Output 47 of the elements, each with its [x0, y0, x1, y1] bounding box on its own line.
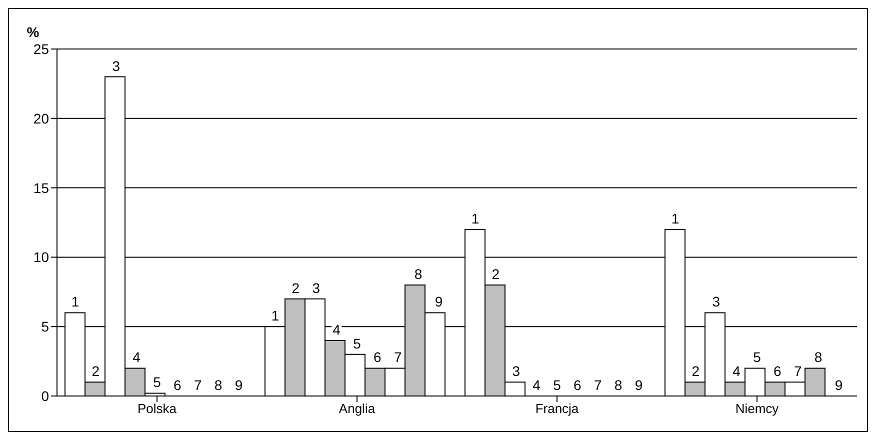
series-label: 8 — [414, 266, 422, 282]
text: 9 — [834, 377, 843, 393]
series-label: 7 — [394, 349, 402, 366]
text: 1 — [271, 308, 280, 324]
text: 9 — [634, 377, 643, 393]
text: 8 — [214, 377, 222, 393]
text: 9 — [234, 377, 243, 393]
text: 1 — [471, 210, 480, 226]
x-tick-label: Polska — [137, 401, 178, 416]
series-label: 5 — [153, 374, 162, 390]
series-label: 1 — [71, 294, 80, 310]
series-label: 3 — [112, 58, 120, 74]
y-tick-label: 15 — [33, 180, 50, 196]
text: 3 — [312, 280, 320, 296]
y-tick-label: 5 — [41, 318, 50, 335]
text: 7 — [594, 377, 602, 393]
text: 4 — [732, 363, 740, 380]
text: 3 — [512, 363, 520, 380]
y-tick-label: 10 — [33, 249, 50, 266]
series-label: 6 — [374, 349, 382, 366]
y-axis-title: % — [26, 24, 40, 40]
text: 8 — [814, 349, 822, 366]
text: 2 — [692, 363, 700, 380]
text: 3 — [712, 294, 720, 310]
text: 7 — [794, 363, 802, 380]
series-label: 2 — [92, 363, 100, 380]
text: 6 — [774, 363, 782, 380]
x-tick-label: Francja — [535, 401, 580, 416]
text: 4 — [332, 321, 340, 338]
text: 6 — [574, 377, 582, 393]
text: 5 — [753, 349, 761, 366]
text: 5 — [553, 377, 561, 393]
y-tick-label: 0 — [41, 388, 50, 404]
text: 4 — [532, 377, 540, 393]
text: 5 — [353, 335, 361, 352]
x-tick-label: Anglia — [338, 401, 376, 416]
text: 7 — [194, 377, 202, 393]
y-tick-label: 25 — [33, 40, 50, 57]
text: 8 — [614, 377, 622, 393]
text: 1 — [671, 210, 680, 226]
text: 2 — [492, 266, 500, 282]
series-label: 9 — [434, 294, 443, 310]
y-tick-label: 20 — [33, 110, 50, 126]
text: 6 — [174, 377, 182, 393]
series-label: 4 — [132, 349, 141, 366]
text: 2 — [292, 280, 300, 296]
x-tick-label: Niemcy — [735, 401, 780, 416]
